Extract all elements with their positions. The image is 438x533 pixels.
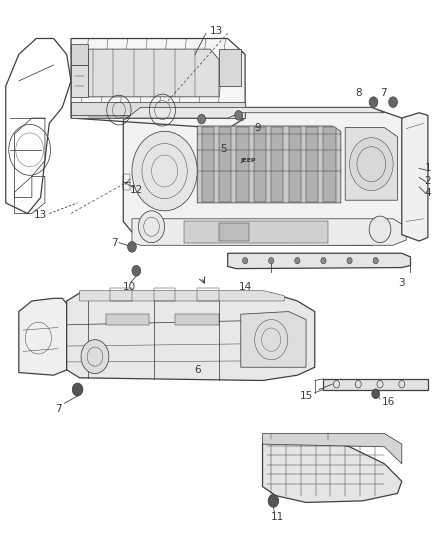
- Polygon shape: [262, 437, 402, 503]
- Circle shape: [198, 114, 205, 124]
- Polygon shape: [71, 102, 245, 118]
- Circle shape: [321, 257, 326, 264]
- Text: 2: 2: [424, 176, 431, 186]
- Circle shape: [373, 257, 378, 264]
- Text: 15: 15: [300, 391, 313, 401]
- Polygon shape: [228, 253, 410, 269]
- Polygon shape: [67, 293, 315, 381]
- Polygon shape: [19, 298, 67, 375]
- Text: 3: 3: [399, 278, 405, 288]
- Polygon shape: [262, 433, 402, 464]
- Polygon shape: [80, 290, 284, 301]
- Circle shape: [138, 211, 165, 243]
- Circle shape: [268, 257, 274, 264]
- Polygon shape: [184, 221, 328, 243]
- Text: 14: 14: [238, 281, 252, 292]
- Polygon shape: [88, 49, 219, 97]
- Polygon shape: [306, 127, 318, 202]
- Text: 13: 13: [34, 209, 47, 220]
- Text: 8: 8: [355, 87, 362, 98]
- Polygon shape: [201, 127, 214, 202]
- Polygon shape: [323, 127, 336, 202]
- Text: 10: 10: [122, 281, 135, 292]
- Circle shape: [81, 340, 109, 374]
- Polygon shape: [71, 65, 88, 97]
- Text: 1: 1: [424, 164, 431, 173]
- Polygon shape: [402, 113, 428, 241]
- Polygon shape: [197, 126, 341, 203]
- Text: 13: 13: [210, 26, 223, 36]
- Text: 9: 9: [255, 123, 261, 133]
- Circle shape: [347, 257, 352, 264]
- Text: 6: 6: [194, 365, 201, 375]
- Polygon shape: [271, 127, 283, 202]
- Polygon shape: [219, 223, 250, 241]
- Circle shape: [235, 111, 243, 120]
- Text: 12: 12: [130, 184, 143, 195]
- Circle shape: [132, 131, 197, 211]
- Polygon shape: [123, 108, 415, 245]
- Text: 7: 7: [56, 403, 62, 414]
- Circle shape: [295, 257, 300, 264]
- Polygon shape: [345, 127, 397, 200]
- Circle shape: [268, 495, 279, 507]
- Text: 7: 7: [111, 238, 118, 248]
- Text: 11: 11: [271, 512, 284, 522]
- Circle shape: [127, 241, 136, 252]
- Polygon shape: [219, 49, 241, 86]
- Polygon shape: [132, 219, 406, 245]
- Circle shape: [72, 383, 83, 396]
- Text: JEEP: JEEP: [241, 158, 256, 163]
- Circle shape: [369, 97, 378, 108]
- Polygon shape: [71, 38, 245, 128]
- Circle shape: [389, 97, 397, 108]
- Circle shape: [372, 389, 380, 399]
- Polygon shape: [71, 44, 88, 65]
- Polygon shape: [289, 127, 301, 202]
- Polygon shape: [237, 127, 249, 202]
- Circle shape: [350, 138, 393, 191]
- Text: 7: 7: [380, 87, 387, 98]
- Text: 5: 5: [220, 144, 226, 154]
- Polygon shape: [254, 127, 266, 202]
- Polygon shape: [323, 379, 428, 390]
- Polygon shape: [176, 314, 219, 325]
- Text: 4: 4: [424, 188, 431, 198]
- Polygon shape: [241, 312, 306, 367]
- Circle shape: [132, 265, 141, 276]
- Circle shape: [243, 257, 248, 264]
- Polygon shape: [219, 127, 231, 202]
- Circle shape: [369, 216, 391, 243]
- Polygon shape: [106, 314, 149, 325]
- Text: 16: 16: [382, 397, 396, 407]
- Polygon shape: [123, 108, 385, 120]
